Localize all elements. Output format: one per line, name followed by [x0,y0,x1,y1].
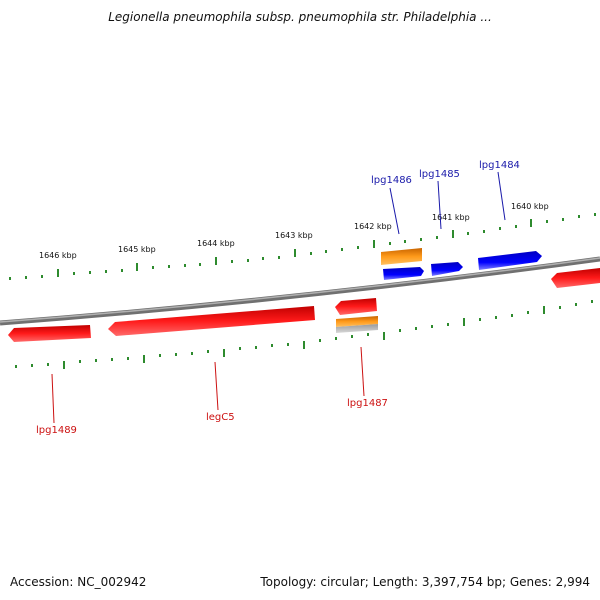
accession-text: Accession: NC_002942 [10,575,147,589]
gene-label-legC5[interactable]: legC5 [206,412,235,423]
gene-lpg1485-arrow[interactable] [431,262,463,276]
tick-label-1641: 1641 kbp [432,213,470,222]
gene-lpg1489-arrow[interactable] [8,325,91,342]
upper-tick-track [9,213,596,280]
gene-lpg1487-arrow[interactable] [335,298,377,315]
gene-legC5-arrow[interactable] [108,306,315,336]
gene-label-lpg1489[interactable]: lpg1489 [36,425,77,436]
map-title: Legionella pneumophila subsp. pneumophil… [108,10,492,24]
tick-label-1640: 1640 kbp [511,202,549,211]
gene-label-lpg1487[interactable]: lpg1487 [347,398,388,409]
feature-orange-lower [336,316,378,333]
gene-offscreen-red-arrow[interactable] [551,268,600,288]
genome-backbone-highlight [0,257,600,323]
gene-label-lpg1485[interactable]: lpg1485 [419,169,460,180]
genome-backbone [0,256,600,326]
gene-label-lpg1484[interactable]: lpg1484 [479,160,520,171]
tick-label-1644: 1644 kbp [197,239,235,248]
lower-tick-track [15,300,593,369]
tick-label-1646: 1646 kbp [39,251,77,260]
tick-label-1642: 1642 kbp [354,222,392,231]
gene-lpg1486-arrow[interactable] [383,267,424,280]
feature-orange-upper [381,248,422,265]
gene-lpg1484-arrow[interactable] [478,251,542,270]
genome-stats-text: Topology: circular; Length: 3,397,754 bp… [260,575,590,589]
tick-label-1643: 1643 kbp [275,231,313,240]
label-leaders [51,171,506,424]
gene-label-lpg1486[interactable]: lpg1486 [371,175,412,186]
tick-label-1645: 1645 kbp [118,245,156,254]
